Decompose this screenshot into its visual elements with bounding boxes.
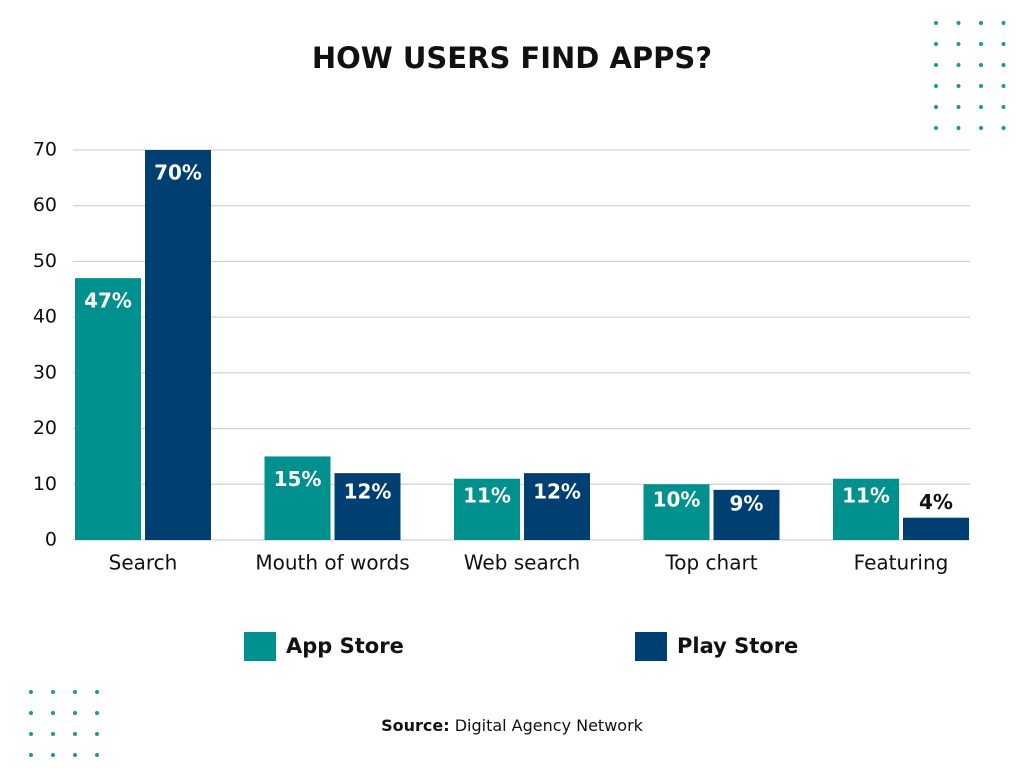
- dot: [956, 42, 961, 46]
- dot: [73, 732, 77, 736]
- y-tick-label: 70: [33, 139, 57, 161]
- dot: [29, 753, 33, 757]
- legend-label: Play Store: [677, 634, 798, 658]
- bar: [334, 473, 401, 540]
- bar: [643, 484, 710, 540]
- chart-title: HOW USERS FIND APPS?: [312, 41, 712, 75]
- dot: [979, 126, 983, 130]
- value-label: 11%: [463, 484, 511, 508]
- y-tick-label: 10: [33, 473, 57, 495]
- value-label: 12%: [344, 480, 392, 504]
- bar: [454, 478, 520, 540]
- dot: [979, 21, 983, 25]
- value-label: 11%: [842, 484, 890, 508]
- bar: [75, 278, 141, 540]
- value-label: 47%: [84, 289, 132, 313]
- dot: [979, 42, 983, 46]
- dot: [956, 84, 961, 88]
- dot: [1001, 21, 1006, 25]
- value-label: 15%: [274, 467, 322, 491]
- dot: [51, 690, 55, 694]
- dot: [1001, 105, 1006, 109]
- dot: [956, 21, 961, 25]
- bar: [833, 478, 899, 540]
- decoration: [29, 21, 1006, 757]
- dot: [934, 42, 938, 46]
- x-tick-label: Featuring: [854, 551, 949, 575]
- dot: [1001, 42, 1006, 46]
- dot: [95, 690, 99, 694]
- dot: [95, 711, 99, 715]
- dot: [979, 84, 983, 88]
- value-label: 12%: [533, 480, 581, 504]
- dot: [979, 105, 983, 109]
- dot: [29, 732, 33, 736]
- dot: [51, 732, 55, 736]
- source-text: Digital Agency Network: [455, 716, 644, 735]
- dot: [73, 690, 77, 694]
- dot: [979, 63, 983, 67]
- bar: [264, 456, 331, 540]
- dot: [1001, 126, 1006, 130]
- x-tick-label: Top chart: [664, 551, 757, 575]
- dot: [956, 105, 961, 109]
- y-tick-label: 0: [45, 529, 57, 551]
- bar: [145, 150, 211, 540]
- source-label: Source:: [381, 716, 450, 735]
- y-tick-label: 40: [33, 306, 57, 328]
- bar: [713, 489, 780, 540]
- value-label: 9%: [730, 491, 764, 515]
- dot: [29, 711, 33, 715]
- dot: [95, 753, 99, 757]
- dot: [934, 126, 938, 130]
- dot: [934, 105, 938, 109]
- dot: [934, 63, 938, 67]
- y-tick-label: 60: [33, 194, 57, 216]
- dot: [73, 753, 77, 757]
- legend-label: App Store: [286, 634, 404, 658]
- value-label: 4%: [919, 490, 953, 514]
- dot: [1001, 84, 1006, 88]
- y-tick-label: 50: [33, 250, 57, 272]
- value-label: 10%: [653, 488, 701, 512]
- dot: [51, 753, 55, 757]
- x-tick-label: Search: [109, 551, 178, 575]
- legend-swatch: [244, 632, 276, 661]
- dot: [73, 711, 77, 715]
- x-tick-label: Web search: [464, 551, 580, 575]
- bar: [524, 473, 590, 540]
- value-label: 70%: [154, 161, 202, 185]
- y-tick-label: 30: [33, 361, 57, 383]
- dot: [956, 126, 961, 130]
- dot: [956, 63, 961, 67]
- dot: [934, 84, 938, 88]
- bar: [903, 517, 969, 540]
- dot: [29, 690, 33, 694]
- dot: [51, 711, 55, 715]
- x-tick-label: Mouth of words: [255, 551, 409, 575]
- legend-swatch: [635, 632, 667, 661]
- source: Source: Digital Agency Network: [381, 716, 644, 735]
- dot: [934, 21, 938, 25]
- y-tick-label: 20: [33, 417, 57, 439]
- dot: [95, 732, 99, 736]
- dot: [1001, 63, 1006, 67]
